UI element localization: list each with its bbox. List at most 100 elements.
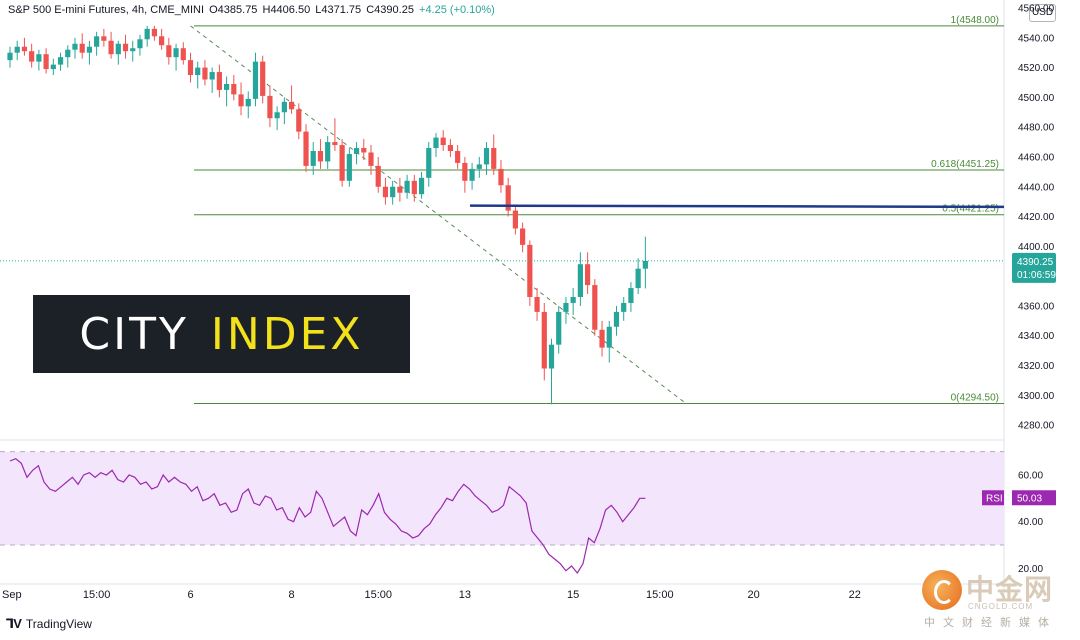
candle-body xyxy=(267,95,273,119)
candle-body xyxy=(36,54,42,62)
candle-body xyxy=(274,112,280,119)
candle-body xyxy=(238,94,244,107)
candle-body xyxy=(21,46,28,52)
fib-level-label: 0(4294.50) xyxy=(951,393,999,404)
rsi-value-label: 50.03 xyxy=(1017,493,1042,504)
time-tick-label: 15:00 xyxy=(646,589,674,601)
candle-body xyxy=(469,168,475,181)
candle-body xyxy=(65,49,71,58)
rsi-tick-label: 60.00 xyxy=(1018,471,1043,482)
candle-body xyxy=(534,296,540,312)
candle-body xyxy=(361,148,367,153)
candle-body xyxy=(173,48,179,58)
price-tick-label: 4460.00 xyxy=(1018,152,1055,163)
watermark-subtitle: 中文财经新媒体 xyxy=(924,616,1057,629)
candle-body xyxy=(245,98,251,107)
rsi-tick-label: 40.00 xyxy=(1018,517,1043,528)
candle-body xyxy=(72,43,78,50)
candle-body xyxy=(130,48,136,52)
candle-body xyxy=(577,264,583,297)
candle-body xyxy=(339,145,345,181)
candle-body xyxy=(635,268,641,289)
candle-body xyxy=(166,45,172,58)
watermark-title: 中金网 xyxy=(966,573,1054,606)
tradingview-label: TradingView xyxy=(25,617,92,631)
currency-button[interactable]: USD xyxy=(1029,4,1056,22)
candle-body xyxy=(491,148,497,169)
candle-body xyxy=(86,46,93,53)
candle-body xyxy=(621,302,627,312)
candle-body xyxy=(483,148,490,165)
candle-body xyxy=(296,109,302,132)
candle-body xyxy=(144,28,150,40)
candle-body xyxy=(260,61,266,96)
tradingview-logo[interactable]: ⅂V TradingView xyxy=(6,616,92,632)
last-price-label: 4390.25 xyxy=(1017,257,1054,268)
candle-body xyxy=(426,148,432,178)
candle-body xyxy=(108,40,114,55)
candle-body xyxy=(224,83,230,90)
candle-body xyxy=(556,311,562,345)
watermark-url: CNGOLD.COM xyxy=(968,602,1034,611)
candle-body xyxy=(418,177,425,195)
candle-body xyxy=(642,260,648,269)
candle-body xyxy=(476,164,482,169)
logo-word-city: CITY xyxy=(79,308,189,360)
candle-body xyxy=(455,151,461,163)
city-index-logo: CITY INDEX xyxy=(33,295,410,373)
candle-body xyxy=(447,145,454,152)
time-tick-label: 22 xyxy=(849,589,861,601)
price-tick-label: 4340.00 xyxy=(1018,331,1055,342)
candle-body xyxy=(94,36,100,47)
candle-body xyxy=(382,186,389,198)
price-tick-label: 4420.00 xyxy=(1018,212,1055,223)
candle-body xyxy=(368,152,374,166)
countdown-label: 01:06:59 xyxy=(1017,270,1056,281)
price-tick-label: 4360.00 xyxy=(1018,301,1055,312)
candle-body xyxy=(137,39,143,49)
rsi-name-label: RSI xyxy=(986,493,1003,504)
time-tick-label: 6 xyxy=(187,589,193,601)
rsi-name-tag xyxy=(982,490,1004,506)
price-tick-label: 4500.00 xyxy=(1018,93,1055,104)
candle-body xyxy=(281,101,287,113)
candle-body xyxy=(606,326,612,348)
candle-body xyxy=(599,329,605,348)
tradingview-icon: ⅂V xyxy=(6,616,22,631)
time-tick-label: 8 xyxy=(289,589,295,601)
last-price-tag xyxy=(1012,252,1056,283)
time-tick-label: 13 xyxy=(459,589,471,601)
candle-body xyxy=(151,28,157,37)
candle-body xyxy=(180,48,186,61)
candle-body xyxy=(43,54,49,70)
price-tick-label: 4440.00 xyxy=(1018,182,1055,193)
candle-body xyxy=(7,52,13,61)
candle-body xyxy=(404,180,410,193)
candle-body xyxy=(79,43,85,53)
candle-body xyxy=(462,162,468,181)
candle-body xyxy=(433,137,439,149)
logo-word-index: INDEX xyxy=(210,308,364,360)
candle-body xyxy=(115,43,121,55)
candle-body xyxy=(303,131,309,166)
candle-body xyxy=(310,151,316,166)
candle-body xyxy=(332,142,338,146)
cngold-coin-icon xyxy=(922,570,962,610)
ohlc-legend: S&P 500 E-mini Futures, 4h, CME_MINI O43… xyxy=(8,4,497,16)
close-value: C4390.25 xyxy=(366,4,414,16)
candle-body xyxy=(512,210,518,229)
low-value: L4371.75 xyxy=(315,4,362,16)
candle-body xyxy=(101,36,107,41)
price-tick-label: 4540.00 xyxy=(1018,33,1055,44)
candle-body xyxy=(375,165,381,187)
candle-body xyxy=(570,296,576,303)
candle-body xyxy=(353,148,360,154)
candle-body xyxy=(202,67,208,80)
time-tick-label: 15 xyxy=(567,589,579,601)
candle-body xyxy=(159,36,165,46)
candle-body xyxy=(195,67,201,76)
high-value: H4406.50 xyxy=(262,4,311,16)
candle-body xyxy=(209,72,215,80)
change-value: +4.25 (+0.10%) xyxy=(419,4,495,16)
